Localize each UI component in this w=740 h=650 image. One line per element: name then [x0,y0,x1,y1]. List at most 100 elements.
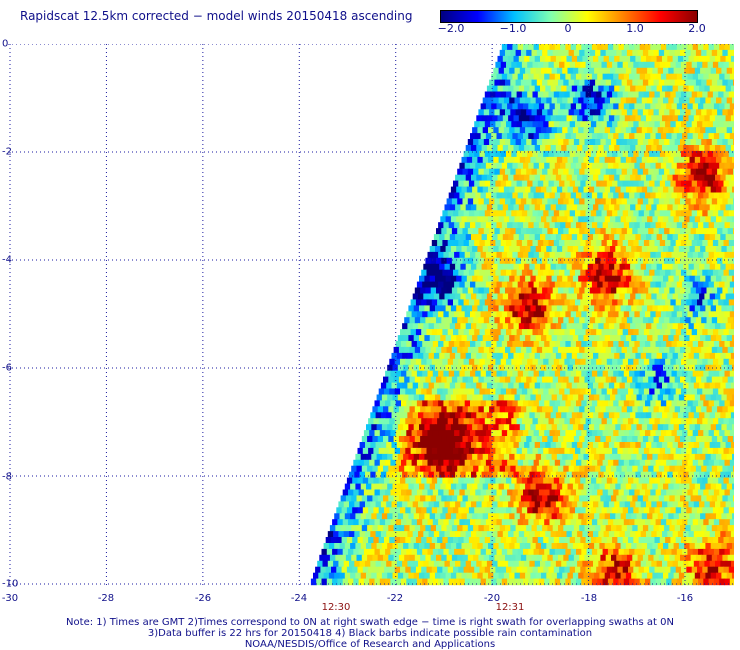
data-cell [604,305,611,312]
data-cell [608,263,615,271]
data-cell [576,133,582,140]
data-cell [670,477,677,485]
data-cell [334,513,341,520]
data-cell [615,394,622,402]
data-cell [393,525,400,532]
data-cell [681,507,687,514]
data-cell [603,115,610,122]
data-cell [572,364,579,372]
data-cell [407,412,414,419]
data-cell [461,483,468,491]
data-cell [623,281,630,289]
data-cell [425,495,432,502]
data-cell [638,150,645,158]
data-cell [533,370,540,378]
data-cell [467,525,474,532]
data-cell [398,346,405,354]
data-cell [387,364,394,372]
data-cell [467,376,474,384]
data-cell [716,483,722,491]
data-cell [507,192,513,200]
data-cell [643,240,650,247]
data-cell [517,103,524,110]
data-cell [479,150,486,158]
data-cell [425,317,432,324]
data-cell [517,73,524,81]
data-cell [554,370,561,378]
data-cell [533,341,540,348]
data-cell [642,109,649,116]
data-cell [645,400,651,407]
data-cell [707,240,714,247]
data-cell [650,459,657,467]
data-cell [684,424,691,431]
data-cell [577,293,583,301]
data-cell [476,501,483,508]
data-cell [674,198,681,205]
data-cell [421,388,428,396]
data-cell [680,495,686,502]
data-cell [711,436,718,443]
data-cell [635,323,642,330]
data-cell [442,210,449,217]
data-cell [670,210,677,217]
data-cell [562,246,569,253]
data-cell [710,453,717,461]
data-cell [641,97,648,105]
data-cell [637,406,644,413]
data-cell [510,198,517,205]
data-cell [468,210,475,217]
data-cell [617,418,624,425]
data-cell [496,341,503,348]
data-cell [456,394,463,402]
data-cell [499,228,506,235]
data-cell [634,430,641,437]
data-cell [573,198,580,205]
data-cell [668,216,675,223]
data-cell [516,210,523,217]
data-cell [726,67,733,75]
data-cell [481,442,488,449]
data-cell [590,269,597,277]
data-cell [420,346,426,354]
data-cell [520,287,527,295]
data-cell [643,329,650,336]
data-cell [483,436,490,443]
data-cell [727,79,734,87]
data-cell [542,257,548,265]
data-cell [601,388,608,396]
data-cell [586,44,593,51]
data-cell [531,49,538,57]
data-cell [572,335,579,342]
data-cell [551,186,558,194]
data-cell [664,346,670,354]
data-cell [591,341,598,348]
data-cell [530,127,537,134]
data-cell [698,133,704,140]
data-cell [548,418,555,425]
data-cell [691,418,698,425]
data-cell [726,275,733,283]
data-cell [440,453,447,461]
data-cell [459,519,466,526]
data-cell [518,145,525,152]
data-cell [353,519,360,526]
data-cell [583,305,590,312]
data-cell [441,495,448,502]
data-cell [461,394,468,402]
data-cell [397,483,404,491]
data-cell [617,299,624,306]
data-cell [653,198,660,205]
data-cell [486,204,493,211]
data-cell [631,97,638,105]
data-cell [685,376,692,384]
data-cell [497,352,504,360]
data-cell [726,156,733,164]
data-cell [600,49,607,57]
data-cell [446,436,453,443]
data-cell [665,91,671,99]
data-cell [637,79,644,87]
data-cell [442,269,449,277]
data-cell [663,216,669,223]
data-cell [414,495,421,502]
